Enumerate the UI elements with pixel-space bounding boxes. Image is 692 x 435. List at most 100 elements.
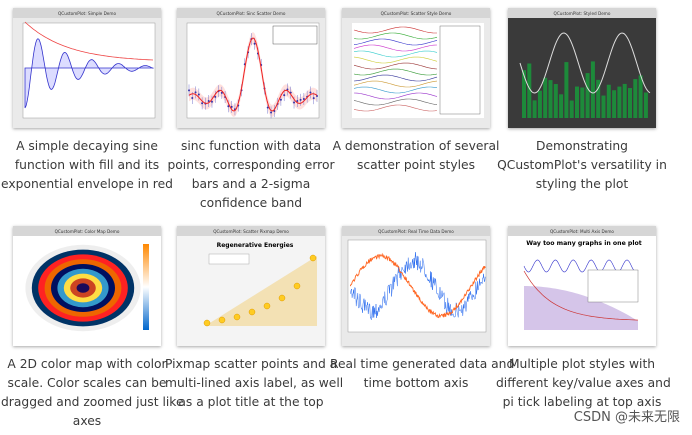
bar [532,100,537,118]
plot-title: Regenerative Energies [217,242,294,249]
scale [143,244,149,330]
window-title: QCustomPlot: Scatter Style Demo [381,11,452,16]
legend [208,253,250,265]
caption-line: sinc function with data [180,139,322,153]
window-title: QCustomPlot: Real Time Data Demo [378,229,454,234]
legend [587,269,639,303]
point [201,102,204,105]
legend [439,25,481,115]
bar [601,95,606,118]
curve [519,32,651,94]
point [230,105,233,108]
point [214,95,217,98]
window-title: QCustomPlot: Simple Demo [58,11,116,16]
title-bar [508,8,656,18]
point [207,100,210,103]
caption: A 2D color map with color scale. Color sc… [1,355,184,431]
bar [543,77,548,118]
bar [575,86,579,118]
area [205,256,317,326]
bar [527,63,532,118]
caption-line: pi tick labeling at top axis [502,395,662,409]
bar [617,86,622,118]
style-line [353,80,438,88]
caption: sinc function with data points, correspon… [165,137,337,213]
title-bar [342,226,490,236]
caption-line: multi-lined axis label, as well [165,376,344,390]
point [220,91,223,94]
caption: Demonstrating QCustomPlot's versatility i… [496,137,668,194]
bar [606,84,611,118]
caption-line: A simple decaying sine [16,139,158,153]
window-title: QCustomPlot: Color Map Demo [55,229,120,234]
envelope [24,21,154,61]
point [283,94,286,97]
caption-line: QCustomPlot's versatility in [497,158,667,172]
caption-line: bars and a 2-sigma [191,177,311,191]
title-bar [13,226,161,236]
point [279,98,282,101]
style-line [353,44,438,52]
style-line [353,104,438,112]
window-title: QCustomPlot: Scatter Pixmap Demo [213,229,289,234]
thumbnail: QCustomPlot: Real Time Data Demo [342,226,490,346]
bar [580,87,585,118]
bar [622,83,627,118]
window-title: QCustomPlot: Multi Axis Demo [550,229,614,234]
bar [590,61,595,118]
blue-line [349,252,486,320]
caption-line: Pixmap scatter points and a [165,357,338,371]
ring [76,283,90,293]
caption-line: Real time generated data and [330,357,515,371]
caption-line: confidence band [199,196,303,210]
watermark: CSDN @未来无限 [573,410,680,425]
caption: A simple decaying sine function with fill… [1,137,173,194]
star [218,316,226,324]
caption-line: styling the plot [535,177,629,191]
orange-line [349,252,486,319]
style-line [353,26,437,34]
thumbnail: QCustomPlot: Simple Demo [13,8,161,128]
caption-line: different key/value axes and [496,376,671,390]
style-line [353,56,438,64]
title-bar [342,8,490,18]
point [312,97,315,100]
point [299,98,302,101]
thumbnail: QCustomPlot: Sinc Scatter Demo [177,8,325,128]
thumbnail: QCustomPlot: Multi Axis Demo Way too many… [508,226,656,346]
plot-bg [22,22,156,119]
sine-fill [24,38,154,109]
point [253,42,256,45]
point [293,101,296,104]
legend [272,25,318,45]
star [293,282,301,290]
point [296,100,299,103]
bar [638,75,643,118]
window-title: QCustomPlot: Styled Demo [554,11,611,16]
caption-line: dragged and zoomed just like [1,395,184,409]
caption-line: exponential envelope in red [1,177,173,191]
plot-title: Way too many graphs in one plot [526,240,641,247]
style-line [353,74,438,82]
band [189,32,317,117]
bar [564,62,569,118]
plot-bg [347,239,487,333]
point [210,100,213,103]
bar [553,84,558,118]
star [248,308,256,316]
point [302,97,305,100]
sinc [188,37,318,112]
caption-line: scale. Color scales can be [7,376,167,390]
caption-line: A 2D color map with color [7,357,167,371]
caption-line: Demonstrating [536,139,628,153]
title-bar [13,8,161,18]
caption: Pixmap scatter points and a multi-lined a… [165,355,344,412]
star [263,302,271,310]
star [203,319,211,327]
star [233,313,241,321]
style-line [353,68,438,76]
point [286,88,289,91]
point [227,105,230,108]
bar [628,88,632,118]
